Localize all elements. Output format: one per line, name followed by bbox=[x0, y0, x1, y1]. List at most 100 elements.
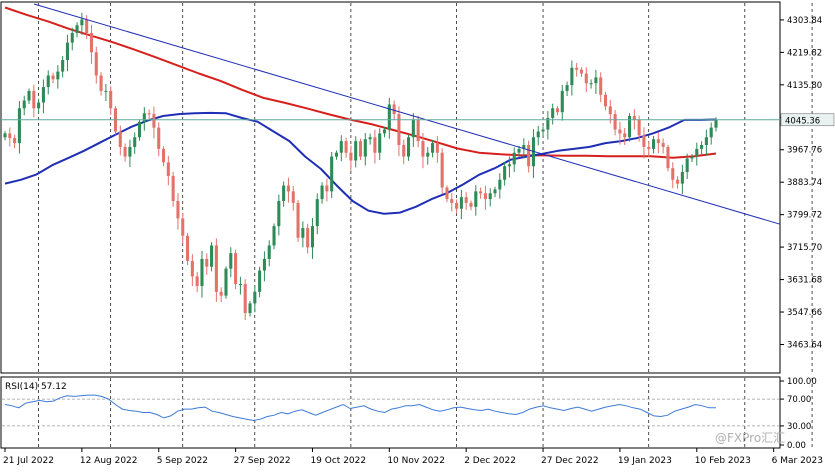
candle-body bbox=[488, 193, 492, 200]
candle-body bbox=[431, 143, 435, 153]
candle-body bbox=[584, 73, 588, 84]
candle-body bbox=[507, 164, 511, 167]
rsi-label: RSI(14) 57.12 bbox=[5, 382, 67, 392]
candle-body bbox=[171, 175, 175, 202]
candle-body bbox=[22, 100, 26, 109]
candle-body bbox=[32, 90, 36, 109]
rsi-tick-label: 0.00 bbox=[787, 441, 806, 451]
candle-body bbox=[89, 32, 94, 53]
price-panel-frame bbox=[0, 1, 781, 374]
candle-body bbox=[680, 172, 684, 184]
candle-body bbox=[94, 52, 98, 76]
candle-body bbox=[594, 77, 598, 84]
candle-body bbox=[65, 42, 69, 61]
candle-body bbox=[459, 197, 463, 209]
date-tick-label: 27 Sep 2022 bbox=[234, 456, 291, 466]
date-tick-label: 6 Mar 2023 bbox=[772, 456, 823, 466]
date-tick-label: 21 Jul 2022 bbox=[3, 456, 54, 466]
candle-body bbox=[301, 228, 305, 238]
candle-body bbox=[99, 75, 103, 91]
date-tick-label: 2 Dec 2022 bbox=[464, 456, 516, 466]
current-price-badge bbox=[780, 113, 835, 127]
candle-body bbox=[176, 201, 180, 219]
candle-body bbox=[363, 139, 367, 157]
candle-body bbox=[123, 146, 127, 157]
candle-body bbox=[555, 108, 560, 113]
date-tick-label: 12 Aug 2022 bbox=[80, 456, 138, 466]
candle-body bbox=[306, 228, 310, 248]
rsi-layer: 100.00 70.00 30.00 0.00 bbox=[2, 377, 817, 451]
rsi-tick-label: 70.00 bbox=[787, 395, 811, 405]
candle-body bbox=[258, 270, 262, 292]
candle-body bbox=[85, 19, 89, 33]
candle-body bbox=[296, 202, 300, 238]
candle-body bbox=[661, 143, 665, 147]
candle-body bbox=[695, 148, 699, 157]
rsi-panel-frame bbox=[0, 376, 781, 449]
overlay-layer bbox=[1, 3, 781, 225]
candle-body bbox=[51, 75, 55, 80]
price-tick-label: 3463.64 bbox=[787, 340, 822, 350]
candle-body bbox=[589, 83, 593, 85]
candle-body bbox=[224, 268, 228, 296]
candle-body bbox=[435, 143, 439, 153]
candle-body bbox=[368, 137, 372, 140]
candle-body bbox=[286, 185, 290, 192]
candle-body bbox=[27, 90, 31, 101]
candle-body bbox=[186, 235, 190, 261]
rsi-line bbox=[4, 394, 716, 422]
candle-body bbox=[522, 145, 526, 149]
candle-body bbox=[392, 104, 396, 115]
candle-body bbox=[464, 197, 468, 203]
candle-body bbox=[243, 284, 247, 314]
candle-body bbox=[483, 193, 487, 200]
candle-body bbox=[17, 108, 21, 144]
candle-body bbox=[440, 152, 444, 188]
axis-layer: 4303.844219.824135.804051.783967.763883.… bbox=[3, 16, 835, 466]
trendline bbox=[33, 3, 781, 225]
candle-body bbox=[291, 191, 295, 203]
candle-body bbox=[334, 152, 339, 157]
candle-body bbox=[147, 113, 151, 115]
sma-fast-line bbox=[4, 111, 717, 215]
sma-slow-line bbox=[4, 6, 717, 159]
price-tick-label: 4135.80 bbox=[787, 81, 822, 91]
candle-body bbox=[445, 187, 449, 200]
candle-body bbox=[599, 77, 603, 95]
candle-body bbox=[166, 162, 170, 176]
candle-body bbox=[272, 226, 276, 246]
candle-body bbox=[676, 179, 680, 184]
watermark: @FXPro汇汇 bbox=[715, 431, 785, 445]
candle-body bbox=[613, 114, 617, 130]
candle-body bbox=[426, 152, 430, 157]
candle-body bbox=[704, 137, 708, 146]
candle-body bbox=[709, 127, 713, 138]
candle-body bbox=[642, 135, 646, 147]
candle-body bbox=[421, 141, 425, 157]
candle-body bbox=[666, 146, 670, 169]
candle-body bbox=[234, 253, 238, 285]
candle-body bbox=[575, 67, 579, 70]
candle-body bbox=[229, 253, 233, 269]
candle-body bbox=[128, 146, 132, 157]
candle-body bbox=[387, 104, 391, 130]
candle-body bbox=[315, 199, 319, 227]
candle-body bbox=[214, 245, 218, 292]
candle-body bbox=[469, 202, 473, 207]
candle-body bbox=[479, 191, 483, 194]
candle-body bbox=[652, 139, 656, 149]
candle-body bbox=[647, 146, 651, 149]
candle-body bbox=[219, 291, 223, 296]
date-tick-label: 10 Nov 2022 bbox=[387, 456, 445, 466]
candle-body bbox=[190, 260, 194, 277]
candle-body bbox=[70, 32, 74, 43]
candle-body bbox=[41, 87, 45, 103]
candle-body bbox=[517, 148, 521, 153]
candle-body bbox=[565, 85, 569, 91]
candle-body bbox=[349, 152, 353, 161]
candle-body bbox=[195, 276, 199, 287]
candle-body bbox=[527, 145, 531, 167]
candle-body bbox=[714, 119, 718, 128]
candle-body bbox=[632, 116, 636, 120]
